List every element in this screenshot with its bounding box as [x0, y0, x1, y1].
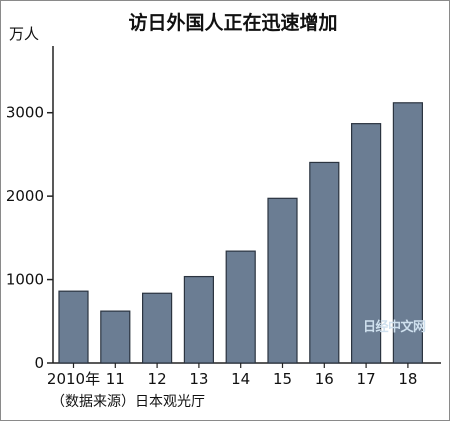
x-axis-ticks: 2010年 11 12 13 14 15 16 17 18 — [47, 363, 417, 388]
x-tick-label: 11 — [106, 370, 125, 388]
y-unit-label: 万人 — [9, 25, 39, 43]
y-tick-label: 3000 — [6, 104, 44, 122]
x-tick-label: 2010年 — [47, 370, 100, 388]
bar — [267, 197, 298, 364]
x-tick-label: 17 — [357, 370, 376, 388]
bar — [225, 250, 256, 364]
bar — [142, 292, 173, 364]
x-tick-label: 14 — [231, 370, 250, 388]
bar — [351, 123, 382, 364]
chart-title: 访日外国人正在迅速增加 — [128, 11, 337, 34]
bar — [309, 161, 340, 364]
x-tick-label: 16 — [315, 370, 334, 388]
data-source-note: （数据来源）日本观光厅 — [51, 394, 205, 410]
y-tick-label: 1000 — [6, 271, 44, 289]
x-tick-label: 18 — [398, 370, 417, 388]
bar — [100, 310, 131, 364]
y-tick-label: 2000 — [6, 187, 44, 205]
bar — [58, 290, 89, 364]
y-tick-label: 0 — [34, 354, 44, 372]
x-tick-label: 15 — [273, 370, 292, 388]
x-tick-label: 13 — [189, 370, 208, 388]
bar — [183, 275, 214, 364]
y-axis-ticks: 0 1000 2000 3000 — [6, 104, 53, 372]
watermark: 日经中文网 — [363, 319, 426, 335]
x-tick-label: 12 — [148, 370, 167, 388]
bar-series — [58, 102, 423, 364]
